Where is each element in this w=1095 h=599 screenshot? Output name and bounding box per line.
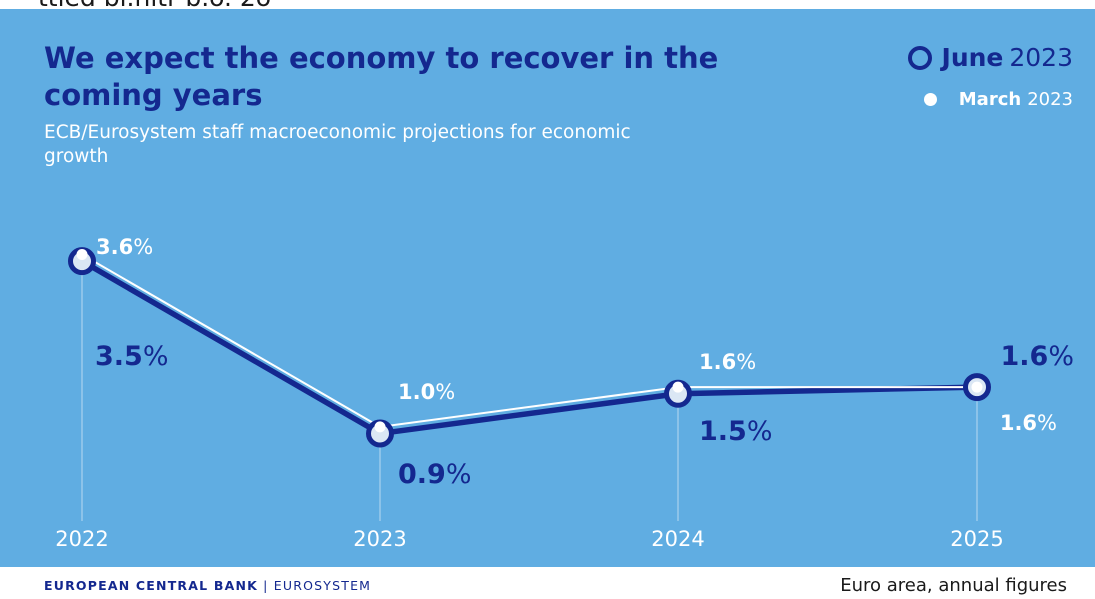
legend-june-bold: June — [941, 43, 1004, 72]
june-label-2022: 3.5% — [95, 341, 169, 372]
legend-item-june: June 2023 — [907, 43, 1073, 72]
legend-march-bold: March — [958, 89, 1022, 110]
chart-title: We expect the economy to recover in the … — [44, 41, 719, 112]
june-ring-marker-icon — [907, 45, 932, 70]
footer-separator: | — [258, 578, 274, 593]
footer-org-bold: EUROPEAN CENTRAL BANK — [44, 578, 258, 593]
march-label-2024: 1.6% — [699, 350, 756, 374]
march-label-2023: 1.0% — [398, 380, 455, 404]
march-point-2024 — [672, 381, 684, 393]
june-label-2025: 1.6% — [1001, 341, 1075, 372]
march-point-2025 — [971, 381, 983, 393]
series-line-march — [81, 253, 977, 428]
footer-org-rest: EUROSYSTEM — [273, 578, 372, 593]
march-dot-marker-icon — [923, 93, 937, 106]
cropped-heading-text: ttied bi.hitr b.o. 2o — [38, 0, 271, 9]
x-tick-label-2022: 2022 — [55, 527, 108, 551]
march-label-2025: 1.6% — [1000, 411, 1057, 435]
series-line-june — [80, 258, 978, 437]
x-tick-label-2025: 2025 — [950, 527, 1003, 551]
chart-panel: We expect the economy to recover in the … — [0, 9, 1095, 567]
line-chart: 2022 2023 2024 2025 3.6% 3.5% 1.0% 0.9% 1.6% 1.5%… — [55, 235, 1075, 551]
x-tick-label-2024: 2024 — [651, 527, 704, 551]
june-label-2024: 1.5% — [699, 416, 773, 447]
legend-march-rest: 2023 — [1027, 89, 1073, 110]
footer-organization: EUROPEAN CENTRAL BANK | EUROSYSTEM — [44, 578, 371, 593]
legend-item-march: March 2023 — [923, 89, 1073, 110]
footer-note: Euro area, annual figures — [840, 575, 1067, 596]
top-strip: ttied bi.hitr b.o. 2o — [0, 0, 1095, 9]
x-tick-label-2023: 2023 — [353, 527, 406, 551]
june-label-2023: 0.9% — [398, 459, 472, 490]
chart-subtitle: ECB/Eurosystem staff macroeconomic proje… — [44, 122, 631, 167]
march-point-2023 — [374, 421, 386, 433]
legend-june-rest: 2023 — [1009, 43, 1073, 72]
march-label-2022: 3.6% — [96, 235, 153, 259]
march-point-2022 — [76, 249, 88, 261]
